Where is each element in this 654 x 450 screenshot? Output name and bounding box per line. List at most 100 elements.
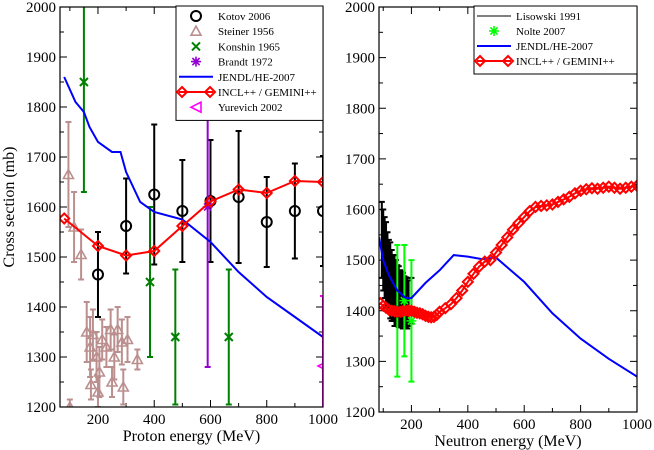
data-point (232, 191, 245, 203)
data-point (574, 184, 588, 198)
data-point (107, 350, 121, 362)
legend-marker (473, 54, 487, 68)
x-tick-label: 600 (199, 412, 222, 428)
legend-item: INCL++ / GEMINI++ (175, 85, 317, 99)
series-line (379, 184, 637, 319)
data-point (130, 352, 144, 365)
legend-label: JENDL/HE-2007 (516, 41, 593, 53)
error-bar (179, 159, 186, 263)
y-tick-label: 1300 (345, 354, 375, 370)
data-point (540, 199, 554, 212)
legend-marker (175, 85, 189, 99)
axis-ticks: 200 400 600 800 1000 1200 1300 1400 1500 1600 1700… (26, 0, 338, 428)
series-konshin-1965 (79, 7, 234, 406)
data-point (170, 332, 181, 342)
y-tick-label: 2000 (26, 0, 56, 16)
data-point (545, 198, 559, 211)
legend-marker (191, 41, 201, 52)
legend-item: Nolte 2007 (489, 26, 566, 38)
series-kotov-2006 (91, 123, 323, 318)
data-point (100, 340, 113, 352)
error-bar (99, 318, 106, 361)
legend-box (473, 5, 638, 75)
data-point (119, 249, 133, 262)
legend-marker (203, 85, 217, 99)
data-layer (379, 179, 637, 383)
data-point (316, 175, 323, 189)
data-point (450, 291, 463, 305)
legend-item: JENDL/HE-2007 (477, 41, 593, 53)
data-point (317, 205, 323, 217)
legend: Kotov 2006 Steiner 1956 Konshin 1965 Brandt… (175, 5, 324, 121)
data-point (91, 385, 105, 397)
legend-marker (191, 56, 201, 67)
data-point (202, 202, 213, 212)
data-point (145, 277, 155, 287)
data-point (399, 295, 410, 306)
series-line (63, 76, 323, 338)
data-point (224, 332, 234, 342)
legend-label: Lisowski 1991 (516, 11, 581, 23)
data-point (424, 310, 438, 324)
x-tick-label: 800 (255, 412, 278, 428)
data-point (461, 275, 475, 289)
legend-label: INCL++ / GEMINI++ (218, 87, 317, 99)
legend-label: JENDL/HE-2007 (218, 72, 295, 84)
data-point (104, 322, 117, 335)
data-point (60, 212, 71, 225)
x-tick-label: 400 (143, 412, 166, 428)
legend-label: INCL++ / GEMINI++ (516, 56, 615, 68)
legend-label: Nolte 2007 (516, 26, 566, 38)
y-axis-label: Cross section (mb) (1, 147, 18, 268)
data-point (483, 253, 497, 267)
data-point (430, 308, 444, 322)
error-bar (87, 368, 94, 401)
data-point (596, 181, 610, 195)
legend: Lisowski 1991 Nolte 2007 JENDL/HE-2007 INCL… (473, 5, 638, 75)
error-bar (94, 376, 101, 407)
y-tick-label: 1900 (345, 51, 375, 67)
data-point (467, 267, 480, 281)
x-tick-label: 1000 (308, 412, 338, 428)
legend-item: Brandt 1972 (191, 57, 273, 69)
series-incl-gemini- (60, 174, 323, 262)
y-tick-label: 1200 (26, 400, 56, 416)
series-line (63, 179, 323, 257)
data-point (121, 332, 134, 345)
x-tick-label: 200 (400, 417, 423, 433)
y-tick-label: 1400 (26, 300, 56, 316)
data-point (529, 200, 542, 214)
series-yurevich-2002 (316, 295, 323, 407)
y-tick-label: 1400 (345, 304, 375, 320)
x-tick-label: 800 (569, 417, 592, 433)
data-point (91, 239, 105, 253)
data-point (95, 332, 109, 345)
data-point (175, 219, 189, 233)
y-tick-label: 1700 (26, 150, 56, 166)
data-point (176, 205, 189, 217)
data-point (534, 199, 548, 213)
error-bar (124, 316, 131, 363)
data-point (413, 306, 427, 320)
series-line (379, 237, 637, 378)
data-point (551, 195, 565, 209)
error-bar (151, 123, 158, 266)
error-bar (118, 318, 125, 366)
data-point (444, 297, 458, 311)
x-tick-label: 200 (87, 412, 110, 428)
y-tick-label: 2000 (345, 0, 375, 16)
y-tick-label: 1500 (345, 253, 375, 269)
x-axis-label: Neutron energy (MeV) (434, 433, 581, 450)
x-tick-label: 1000 (622, 417, 652, 433)
data-point (517, 210, 531, 224)
error-bar (320, 295, 323, 407)
y-tick-label: 1600 (26, 200, 56, 216)
legend-item: Steiner 1956 (189, 24, 274, 38)
data-point (506, 223, 520, 237)
data-point (105, 375, 119, 387)
data-point (84, 377, 98, 390)
data-point (624, 180, 637, 194)
x-tick-label: 600 (513, 417, 536, 433)
error-bar (107, 308, 114, 351)
data-point (495, 238, 509, 252)
